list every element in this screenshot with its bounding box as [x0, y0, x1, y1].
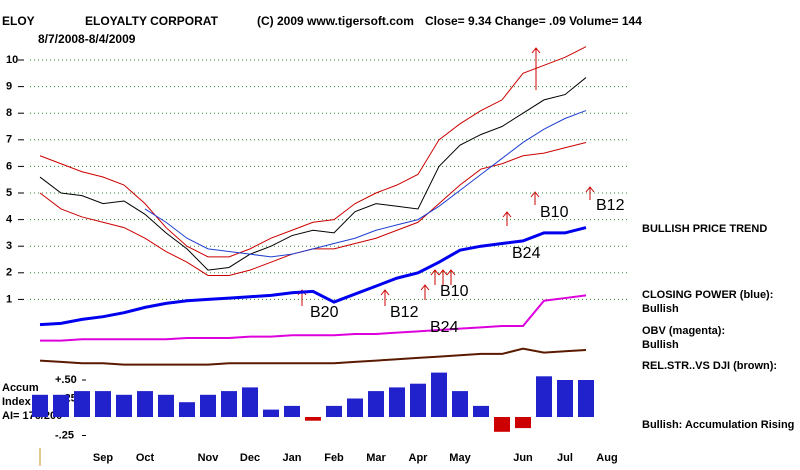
bar	[158, 394, 174, 417]
x-tick-label: Apr	[409, 452, 429, 464]
y-tick-label: 9	[6, 81, 12, 93]
bar	[53, 394, 69, 417]
series-line	[39, 77, 587, 271]
signal-label: B24	[430, 319, 459, 336]
bar	[452, 391, 468, 417]
series-line	[39, 226, 587, 327]
signal-label: B24	[512, 245, 541, 262]
series-line	[144, 110, 587, 258]
chart-title: ELOYALTY CORPORAT	[85, 14, 219, 28]
x-tick-label: Jul	[557, 452, 573, 464]
bar	[326, 405, 342, 417]
bar	[536, 376, 552, 417]
y-tick-label: +.50	[55, 374, 77, 386]
bar	[515, 417, 531, 429]
y-tick-label: 8	[6, 107, 12, 119]
bar	[305, 417, 321, 421]
x-tick-label: Jan	[283, 452, 302, 464]
bar	[242, 387, 258, 417]
bar	[263, 409, 279, 417]
y-tick-label: 6	[6, 160, 12, 172]
trend-label: BULLISH PRICE TREND	[642, 223, 767, 235]
bar	[410, 383, 426, 417]
x-tick-label: Feb	[324, 452, 344, 464]
bar	[116, 394, 132, 417]
y-tick-label: 2	[6, 267, 12, 279]
legend-status: Bullish	[642, 339, 679, 351]
bar	[368, 391, 384, 417]
y-tick-label: 1	[6, 293, 12, 305]
bar	[473, 405, 489, 417]
copyright: (C) 2009 www.tigersoft.com	[257, 14, 414, 28]
series-line	[40, 294, 587, 342]
series-line	[39, 347, 587, 366]
y-tick-label: 3	[6, 240, 12, 252]
bar	[221, 391, 237, 417]
x-tick-label: Jun	[513, 452, 533, 464]
x-tick-label: Oct	[136, 452, 155, 464]
x-tick-label: Aug	[596, 452, 617, 464]
bar	[179, 402, 195, 417]
y-tick-label: 7	[6, 134, 12, 146]
y-tick-label: 10	[6, 54, 18, 66]
subtitle: 8/7/2008-8/4/2009	[38, 32, 136, 46]
ticker: ELOY	[2, 14, 35, 28]
bar	[284, 405, 300, 417]
bar	[200, 394, 216, 417]
signal-label: B10	[440, 283, 469, 300]
y-tick-label: 4	[6, 214, 13, 226]
bar	[389, 387, 405, 417]
bar	[431, 372, 447, 417]
bar	[347, 398, 363, 417]
bar	[557, 380, 573, 417]
accum-label: Index	[2, 396, 32, 408]
accum-label: Accum	[2, 382, 39, 394]
legend-status: Bullish	[642, 303, 679, 315]
x-tick-label: Sep	[93, 452, 113, 464]
y-tick-label: 5	[6, 187, 12, 199]
legend-entry: REL.STR..VS DJI (brown):	[642, 360, 777, 372]
quote: Close= 9.34 Change= .09 Volume= 144	[425, 14, 642, 28]
x-tick-label: Mar	[366, 452, 386, 464]
accum-status: Bullish: Accumulation Rising	[642, 419, 794, 431]
bar	[74, 391, 90, 417]
bar	[578, 380, 594, 417]
bar	[32, 394, 48, 417]
x-tick-label: Nov	[198, 452, 220, 464]
signal-label: B20	[310, 304, 339, 321]
series-line	[39, 141, 587, 276]
signal-label: B10	[540, 204, 569, 221]
x-tick-label: May	[449, 452, 471, 464]
bar	[137, 391, 153, 417]
series-line	[39, 46, 587, 258]
signal-label: B12	[390, 304, 419, 321]
y-tick-label: -.25	[55, 429, 74, 441]
bar	[95, 391, 111, 417]
bar	[494, 417, 510, 432]
legend-entry: OBV (magenta):	[642, 325, 725, 337]
x-tick-label: Dec	[240, 452, 260, 464]
signal-label: B12	[596, 197, 625, 214]
legend-entry: CLOSING POWER (blue):	[642, 289, 773, 301]
